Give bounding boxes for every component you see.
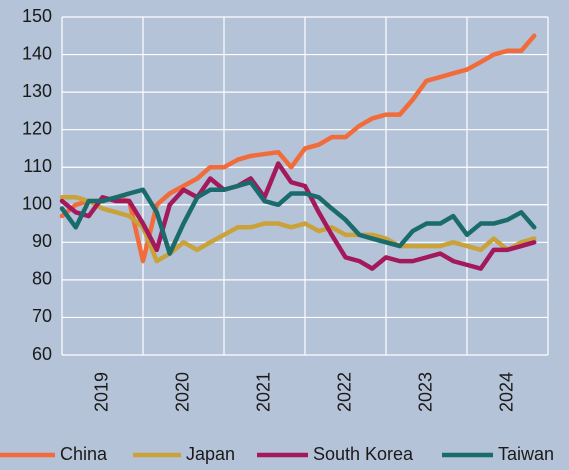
- x-tick-label: 2019: [91, 372, 111, 412]
- legend-label: Taiwan: [498, 444, 554, 464]
- y-tick-label: 110: [23, 156, 52, 176]
- y-tick-label: 90: [32, 231, 52, 251]
- x-tick-label: 2020: [172, 372, 192, 412]
- y-tick-label: 100: [22, 194, 52, 214]
- legend-label: China: [60, 444, 108, 464]
- y-tick-label: 120: [22, 118, 52, 138]
- x-tick-label: 2024: [496, 372, 516, 412]
- y-tick-label: 80: [32, 269, 52, 289]
- y-tick-label: 150: [22, 6, 52, 26]
- x-tick-label: 2023: [415, 372, 435, 412]
- y-tick-label: 60: [32, 344, 52, 364]
- line-series: [59, 161, 537, 271]
- legend-label: Japan: [186, 444, 235, 464]
- legend-label: South Korea: [313, 444, 414, 464]
- line-series: [59, 195, 537, 264]
- y-tick-label: 130: [22, 81, 52, 101]
- x-tick-label: 2021: [253, 372, 273, 412]
- y-tick-label: 140: [22, 43, 52, 63]
- line-series: [59, 179, 537, 256]
- x-tick-label: 2022: [334, 372, 354, 412]
- line-series: [59, 33, 537, 264]
- y-tick-label: 70: [32, 306, 52, 326]
